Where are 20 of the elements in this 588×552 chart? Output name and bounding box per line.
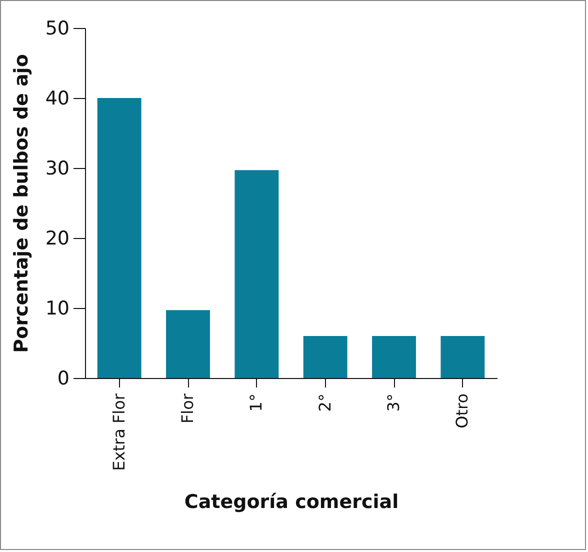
y-tick-label: 10 [45,298,70,320]
y-tick-label: 30 [45,158,70,180]
bar [303,336,348,378]
y-axis-title: Porcentaje de bulbos de ajo [10,54,32,353]
y-tick-label: 0 [57,368,70,390]
x-tick-label: Extra Flor [109,393,128,471]
x-tick-label: Otro [452,394,472,428]
y-tick-label: 20 [45,228,70,250]
bar [234,170,279,378]
x-tick-label: 3° [384,394,403,412]
bar [440,336,485,378]
x-tick-label: 2° [315,394,334,412]
x-tick-label: Flor [178,393,197,424]
x-axis-title: Categoría comercial [184,490,399,513]
bar [166,310,210,378]
bar [372,336,416,378]
bar [97,98,142,378]
y-tick-label: 50 [45,18,70,40]
x-tick-label: 1° [246,394,266,412]
y-tick-label: 40 [45,88,70,110]
